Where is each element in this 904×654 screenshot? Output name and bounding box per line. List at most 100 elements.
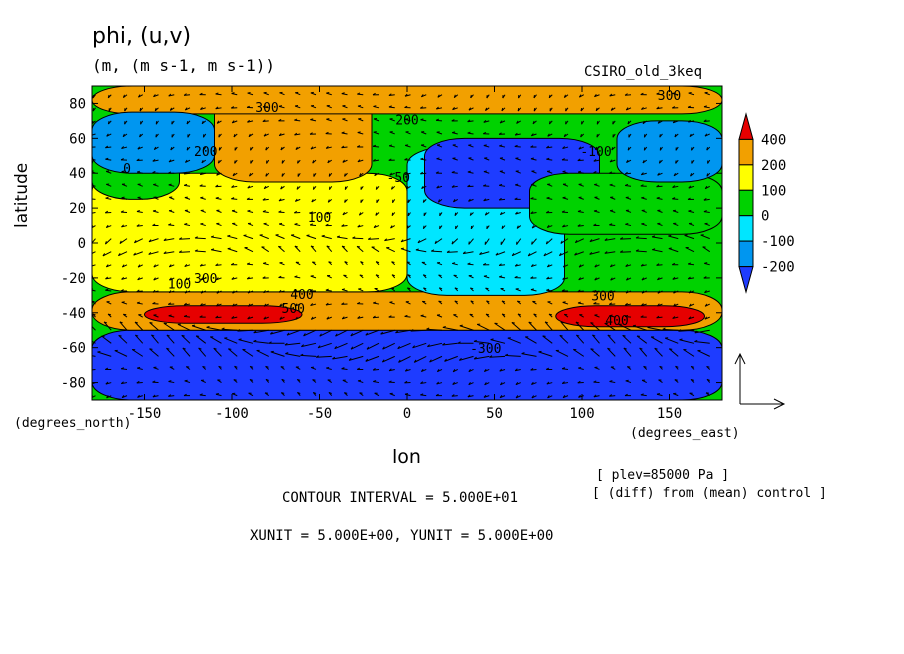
- wind-arrow-head: [231, 209, 236, 212]
- wind-arrow-head: [656, 392, 661, 395]
- wind-arrow-head: [604, 238, 608, 241]
- wind-arrow-head: [640, 303, 644, 306]
- wind-arrow-head: [395, 330, 399, 334]
- wind-arrow-head: [499, 211, 503, 216]
- wind-arrow-head: [152, 301, 156, 305]
- wind-arrow: [291, 234, 301, 240]
- wind-arrow-head: [577, 158, 581, 162]
- wind-arrow-head: [105, 381, 109, 385]
- wind-arrow-head: [216, 303, 219, 307]
- wind-arrow-head: [341, 245, 346, 248]
- wind-arrow-head: [366, 346, 370, 350]
- wind-arrow-head: [278, 210, 282, 213]
- wind-arrow-head: [546, 264, 550, 268]
- wind-arrow-head: [153, 146, 157, 150]
- wind-arrow-head: [561, 367, 566, 370]
- wind-arrow-head: [609, 264, 613, 268]
- wind-arrow-head: [390, 225, 393, 229]
- wind-arrow-head: [237, 329, 241, 332]
- wind-arrow-head: [263, 133, 267, 137]
- x-tick-label: -150: [128, 406, 162, 422]
- wind-arrow-head: [530, 145, 534, 148]
- wind-arrow: [198, 347, 207, 357]
- wind-arrow-head: [372, 158, 376, 162]
- wind-arrow-head: [183, 171, 187, 175]
- wind-arrow-head: [548, 313, 553, 316]
- wind-arrow-head: [215, 315, 219, 319]
- wind-arrow-head: [137, 264, 141, 268]
- wind-arrow-head: [211, 248, 215, 251]
- wind-arrow: [397, 342, 411, 350]
- wind-arrow: [400, 248, 411, 253]
- wind-arrow-head: [263, 262, 267, 264]
- contour-label: -300: [470, 342, 501, 357]
- wind-arrow-head: [674, 133, 677, 138]
- wind-arrow-head: [656, 315, 660, 319]
- wind-arrow-head: [246, 197, 250, 200]
- wind-arrow: [365, 329, 380, 336]
- wind-arrow-head: [326, 118, 330, 120]
- wind-arrow: [253, 340, 269, 344]
- wind-arrow-head: [548, 121, 551, 125]
- wind-arrow-head: [531, 381, 534, 385]
- wind-arrow-head: [688, 209, 692, 212]
- wind-arrow-head: [672, 262, 676, 266]
- wind-arrow-head: [294, 132, 298, 136]
- wind-arrow-head: [170, 147, 173, 151]
- wind-arrow-head: [483, 198, 487, 202]
- wind-arrow-head: [326, 316, 330, 320]
- wind-arrow-head: [341, 367, 345, 370]
- wind-arrow-head: [624, 171, 628, 175]
- wind-arrow-head: [574, 252, 577, 256]
- wind-arrow-head: [184, 223, 188, 225]
- wind-arrow-head: [328, 391, 332, 394]
- wind-arrow: [105, 238, 112, 245]
- wind-arrow-head: [498, 132, 502, 135]
- wind-arrow-head: [265, 365, 269, 368]
- wind-arrow-head: [294, 118, 298, 121]
- wind-arrow: [468, 238, 474, 245]
- wind-arrow-head: [238, 338, 242, 341]
- wind-arrow-head: [451, 185, 455, 188]
- colorbar-swatch: [738, 112, 754, 140]
- wind-arrow-head: [459, 324, 463, 327]
- wind-arrow-head: [609, 223, 613, 226]
- wind-arrow-head: [278, 289, 282, 293]
- wind-arrow-head: [703, 119, 707, 122]
- wind-arrow-head: [544, 321, 549, 324]
- wind-arrow-head: [489, 355, 493, 358]
- wind-arrow-head: [690, 173, 693, 177]
- wind-arrow-head: [106, 395, 109, 399]
- wind-arrow: [148, 251, 159, 255]
- wind-arrow-head: [438, 300, 442, 303]
- wind-arrow-head: [247, 119, 250, 123]
- wind-arrow: [415, 249, 427, 253]
- wind-arrow: [620, 251, 632, 253]
- wind-arrow-head: [372, 144, 377, 147]
- wind-arrow-head: [278, 275, 282, 278]
- wind-arrow-head: [562, 301, 566, 303]
- wind-arrow-head: [624, 314, 629, 317]
- wind-arrow-head: [437, 94, 440, 98]
- wind-arrow: [431, 250, 443, 253]
- wind-arrow-head: [625, 107, 629, 111]
- wind-arrow-head: [623, 347, 627, 350]
- wind-arrow-head: [163, 251, 167, 254]
- wind-arrow-head: [297, 391, 301, 394]
- wind-arrow: [417, 238, 427, 244]
- wind-arrow-head: [199, 92, 203, 96]
- wind-arrow: [118, 335, 128, 344]
- wind-arrow: [507, 337, 521, 344]
- wind-arrow-head: [690, 365, 695, 368]
- wind-arrow-head: [310, 146, 314, 150]
- wind-arrow-head: [672, 120, 676, 124]
- wind-arrow-head: [152, 394, 156, 398]
- wind-arrow-head: [310, 275, 314, 277]
- wind-arrow-head: [357, 316, 361, 319]
- wind-arrow-head: [577, 170, 582, 173]
- wind-arrow-head: [609, 302, 613, 305]
- wind-arrow-head: [610, 107, 614, 111]
- wind-arrow-head: [499, 183, 503, 186]
- wind-arrow-head: [137, 366, 141, 369]
- wind-arrow-head: [429, 359, 432, 363]
